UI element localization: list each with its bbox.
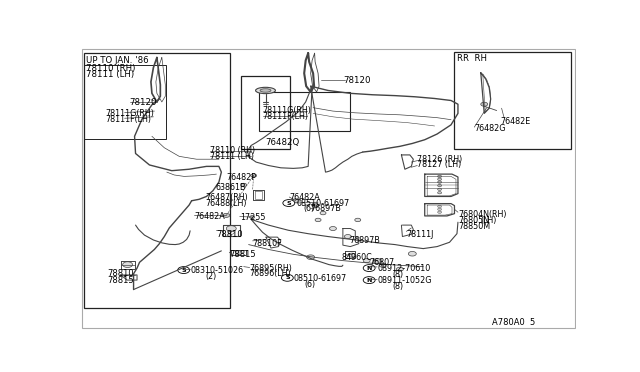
Circle shape <box>178 267 189 273</box>
Text: 76482A: 76482A <box>289 193 320 202</box>
Text: UP TO JAN. '86: UP TO JAN. '86 <box>86 56 149 65</box>
Text: (LH): (LH) <box>481 216 497 225</box>
Text: (8): (8) <box>392 282 403 291</box>
Text: N: N <box>367 278 372 283</box>
Circle shape <box>330 227 337 231</box>
Circle shape <box>282 275 293 281</box>
Text: (6): (6) <box>305 280 316 289</box>
Text: (2): (2) <box>205 272 217 281</box>
Text: (8): (8) <box>392 270 403 279</box>
Ellipse shape <box>260 89 271 92</box>
Text: 78120: 78120 <box>129 98 157 107</box>
Bar <box>454 52 571 149</box>
Text: 76804N(RH): 76804N(RH) <box>458 210 506 219</box>
Bar <box>259 92 350 131</box>
Circle shape <box>348 253 355 257</box>
Text: 78810: 78810 <box>108 269 134 278</box>
Text: 08911-1052G: 08911-1052G <box>377 276 431 285</box>
Text: 78850M: 78850M <box>458 222 490 231</box>
Text: 76896(LH): 76896(LH) <box>250 269 291 278</box>
Text: 17255: 17255 <box>240 213 265 222</box>
Text: 78110 (RH): 78110 (RH) <box>210 146 255 155</box>
Text: 78126 (RH): 78126 (RH) <box>417 155 463 164</box>
Circle shape <box>408 251 416 256</box>
Circle shape <box>223 214 230 217</box>
Bar <box>84 65 166 139</box>
Text: 76807: 76807 <box>369 258 394 267</box>
Text: S: S <box>285 275 290 280</box>
Text: RR  RH: RR RH <box>457 54 487 62</box>
Text: 63861B: 63861B <box>216 183 246 192</box>
Circle shape <box>250 216 255 218</box>
Circle shape <box>438 188 442 190</box>
Text: 08510-61697: 08510-61697 <box>293 274 346 283</box>
Circle shape <box>227 226 236 231</box>
Text: S: S <box>287 201 291 206</box>
Text: A780A0  5: A780A0 5 <box>492 318 535 327</box>
Text: 78815: 78815 <box>229 250 256 259</box>
Circle shape <box>438 175 442 177</box>
Text: 78111F(LH): 78111F(LH) <box>262 112 308 121</box>
Text: 84960C: 84960C <box>342 253 372 262</box>
Text: (6): (6) <box>303 204 314 213</box>
Ellipse shape <box>255 87 275 94</box>
Text: 08912-70610: 08912-70610 <box>377 264 430 273</box>
Text: 78111F(LH): 78111F(LH) <box>106 115 152 124</box>
Text: 78111 (LH): 78111 (LH) <box>86 70 134 79</box>
Bar <box>241 76 290 149</box>
Circle shape <box>438 178 442 180</box>
Circle shape <box>396 267 403 271</box>
Circle shape <box>379 263 386 267</box>
Text: 76895(RH): 76895(RH) <box>250 264 292 273</box>
Text: 78111 (LH): 78111 (LH) <box>210 152 254 161</box>
Circle shape <box>251 174 257 177</box>
Text: 78111J: 78111J <box>406 230 434 239</box>
Circle shape <box>438 208 442 211</box>
Circle shape <box>364 264 375 272</box>
Bar <box>84 53 230 308</box>
Circle shape <box>438 205 442 208</box>
Text: 78127 (LH): 78127 (LH) <box>417 160 461 169</box>
Text: 76482A: 76482A <box>194 212 225 221</box>
Text: 76897B: 76897B <box>350 236 381 245</box>
Text: 78111G(RH): 78111G(RH) <box>262 106 312 115</box>
Text: 76482E: 76482E <box>500 118 531 126</box>
Text: 78815: 78815 <box>108 276 134 285</box>
Circle shape <box>312 203 319 207</box>
Circle shape <box>355 218 361 222</box>
Text: S: S <box>181 267 186 273</box>
Circle shape <box>241 183 246 187</box>
Circle shape <box>373 259 382 264</box>
Text: 78810F: 78810F <box>253 239 282 248</box>
Text: 78120: 78120 <box>343 76 371 85</box>
Text: 76897B: 76897B <box>310 204 342 213</box>
Text: 78111G(RH): 78111G(RH) <box>106 109 155 118</box>
Text: 78810: 78810 <box>216 230 243 239</box>
Text: 76482Q: 76482Q <box>266 138 300 147</box>
Circle shape <box>364 259 370 263</box>
Circle shape <box>283 200 295 206</box>
Circle shape <box>344 235 351 238</box>
Circle shape <box>364 277 375 283</box>
Circle shape <box>481 102 488 106</box>
Circle shape <box>123 262 132 267</box>
Circle shape <box>438 181 442 183</box>
Text: 76805N: 76805N <box>458 216 489 225</box>
Text: 78110 (RH): 78110 (RH) <box>86 64 136 74</box>
Circle shape <box>438 185 442 187</box>
Text: 76487(RH): 76487(RH) <box>205 193 248 202</box>
Circle shape <box>236 251 242 254</box>
Text: 08510-61697: 08510-61697 <box>297 199 350 208</box>
Circle shape <box>438 211 442 214</box>
Circle shape <box>315 218 321 222</box>
Circle shape <box>320 211 326 215</box>
Circle shape <box>307 255 315 260</box>
Text: 76482G: 76482G <box>474 124 506 133</box>
Text: 76482P: 76482P <box>227 173 257 182</box>
Circle shape <box>292 199 300 203</box>
Text: N: N <box>367 266 372 270</box>
Text: 76488(LH): 76488(LH) <box>205 199 246 208</box>
Circle shape <box>438 192 442 194</box>
Text: 08310-51026: 08310-51026 <box>190 266 243 275</box>
